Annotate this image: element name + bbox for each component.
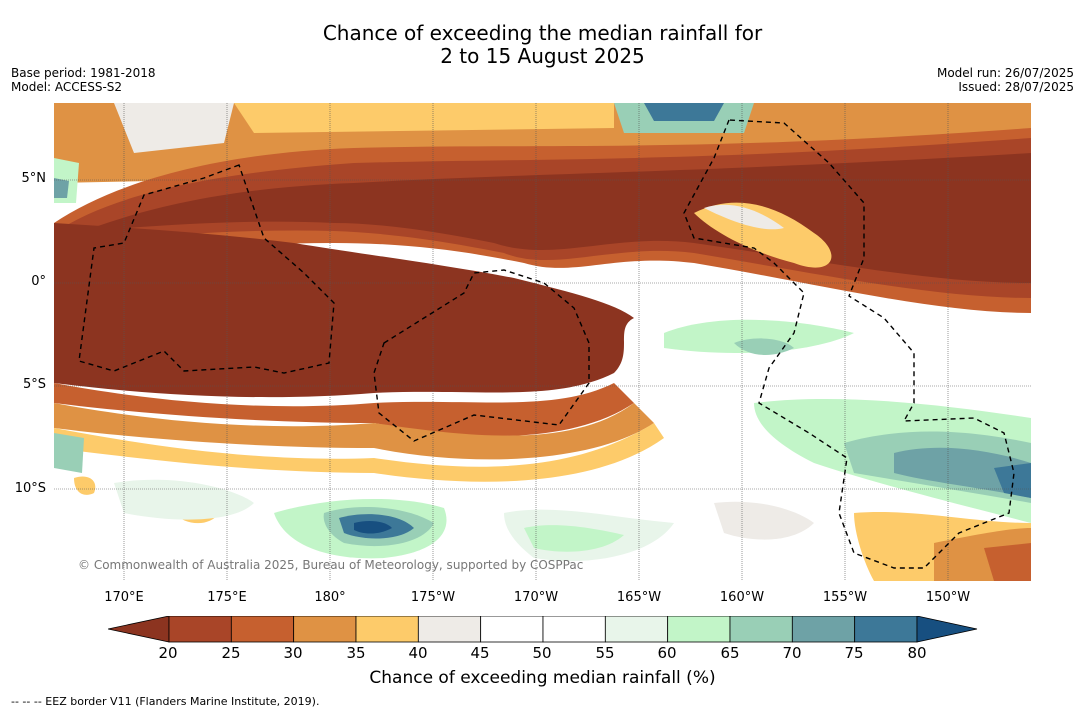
colorbar-cell-2 — [293, 616, 357, 643]
lon-label-170e: 170°E — [104, 590, 144, 605]
issued-label: Issued: 28/07/2025 — [958, 80, 1074, 94]
rainfall-probability-map — [54, 103, 1031, 581]
map-title-line-2: 2 to 15 August 2025 — [440, 44, 645, 68]
lon-label-165w: 165°W — [616, 590, 662, 605]
colorbar-title: Chance of exceeding median rainfall (%) — [369, 668, 716, 688]
cb-tick-30: 30 — [283, 644, 303, 662]
base-period-label: Base period: 1981-2018 — [11, 66, 156, 80]
eez-legend-footnote: -- -- -- EEZ border V11 (Flanders Marine… — [11, 695, 320, 708]
cb-tick-65: 65 — [720, 644, 740, 662]
lon-label-175e: 175°E — [207, 590, 247, 605]
colorbar-cell-5 — [480, 616, 544, 643]
lat-label-5n: 5°N — [21, 171, 47, 186]
colorbar-cell-1 — [230, 616, 295, 643]
copyright-notice: © Commonwealth of Australia 2025, Bureau… — [78, 558, 584, 572]
cb-tick-75: 75 — [844, 644, 864, 662]
colorbar-cell-8 — [667, 616, 731, 643]
lon-label-180: 180° — [314, 590, 346, 605]
colorbar — [108, 616, 978, 643]
cb-tick-60: 60 — [657, 644, 677, 662]
lon-label-175w: 175°W — [410, 590, 456, 605]
lat-label-0: 0° — [31, 274, 46, 289]
colorbar-under-arrow — [108, 616, 170, 643]
colorbar-cell-11 — [854, 616, 918, 643]
lat-label-5s: 5°S — [22, 377, 46, 392]
cb-tick-40: 40 — [408, 644, 428, 662]
cb-tick-55: 55 — [595, 644, 615, 662]
colorbar-cell-4 — [417, 616, 482, 643]
colorbar-cell-10 — [791, 616, 856, 643]
colorbar-cell-6 — [542, 616, 606, 643]
cb-tick-25: 25 — [221, 644, 241, 662]
model-run-label: Model run: 26/07/2025 — [936, 66, 1074, 80]
lat-label-10s: 10°S — [14, 481, 46, 496]
map-contours — [54, 103, 1031, 581]
cb-tick-20: 20 — [158, 644, 178, 662]
colorbar-cell-7 — [604, 616, 669, 643]
cb-tick-45: 45 — [470, 644, 490, 662]
cb-tick-70: 70 — [782, 644, 802, 662]
eez-border-lines — [78, 119, 1015, 569]
map-title-line-1: Chance of exceeding the median rainfall … — [322, 21, 763, 45]
lon-label-150w: 150°W — [925, 590, 971, 605]
lon-label-160w: 160°W — [719, 590, 765, 605]
lon-label-155w: 155°W — [822, 590, 868, 605]
cb-tick-50: 50 — [532, 644, 552, 662]
colorbar-cell-9 — [729, 616, 793, 643]
colorbar-cell-0 — [168, 616, 232, 643]
model-label: Model: ACCESS-S2 — [11, 80, 123, 94]
colorbar-cell-3 — [355, 616, 419, 643]
cb-tick-80: 80 — [907, 644, 927, 662]
lon-label-170w: 170°W — [513, 590, 559, 605]
cb-tick-35: 35 — [346, 644, 366, 662]
colorbar-over-arrow — [916, 616, 978, 643]
